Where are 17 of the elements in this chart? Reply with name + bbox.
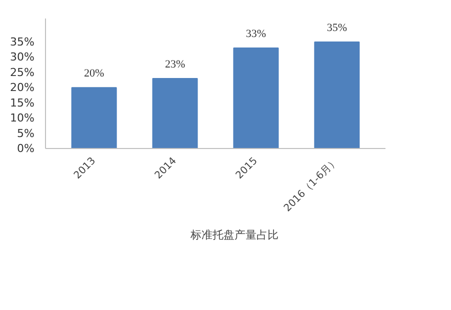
y-tick-label: 0% — [17, 142, 34, 155]
y-tick-label: 20% — [10, 81, 35, 94]
data-label: 20% — [84, 68, 104, 80]
y-tick-label: 25% — [10, 66, 35, 79]
bar — [152, 78, 198, 148]
y-tick-label: 10% — [10, 112, 35, 125]
y-tick-label: 15% — [10, 96, 35, 110]
y-tick-label: 35% — [10, 35, 35, 48]
text: 标准托盘产量占比 — [190, 228, 278, 242]
y-tick-label: 5% — [17, 126, 34, 140]
data-label: 35% — [326, 22, 348, 34]
y-tick-label: 30% — [10, 50, 35, 64]
bar — [314, 41, 360, 148]
data-label: 33% — [246, 28, 266, 40]
data-label: 23% — [164, 58, 186, 70]
bar — [71, 87, 117, 148]
bar — [233, 48, 279, 148]
